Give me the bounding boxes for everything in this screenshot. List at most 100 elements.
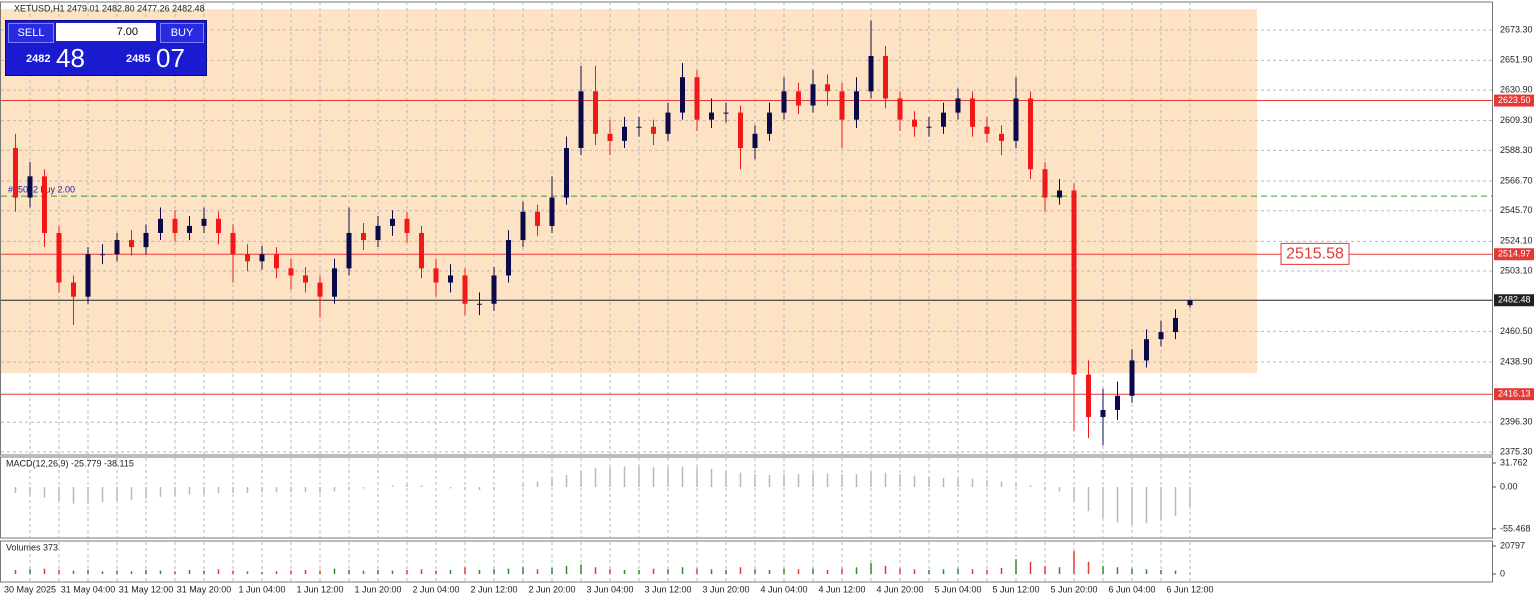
panel-frame — [0, 540, 1493, 583]
candle-body — [955, 98, 961, 113]
bar — [942, 477, 945, 487]
price-tag-label: 2482.48 — [1498, 295, 1531, 305]
bar — [478, 486, 481, 491]
bar — [304, 569, 307, 575]
bar — [174, 486, 176, 497]
x-tick-label: 4 Jun 12:00 — [818, 584, 865, 594]
candle-body — [723, 112, 729, 114]
candle-body — [85, 254, 91, 297]
bar — [87, 486, 89, 504]
candle-body — [593, 91, 598, 134]
bar — [551, 567, 553, 575]
bar — [493, 486, 495, 490]
bar — [275, 486, 278, 493]
y-tick-label: 2673.30 — [1500, 24, 1533, 34]
y-tick-label: 2396.30 — [1500, 417, 1533, 427]
candle-body — [752, 133, 758, 148]
candle-body — [941, 112, 946, 127]
bar — [1174, 486, 1177, 516]
bar — [1189, 486, 1191, 507]
candle-body — [433, 268, 439, 283]
candle-body — [27, 176, 33, 198]
bar — [797, 569, 800, 575]
candle-body — [274, 254, 279, 269]
candle-body — [114, 240, 120, 255]
bar — [768, 474, 771, 487]
bid-small: 48 — [56, 43, 85, 73]
bar — [232, 486, 234, 494]
candle-body — [1042, 169, 1048, 198]
candle-body — [912, 119, 917, 127]
candle-body — [332, 268, 337, 297]
bar — [188, 486, 191, 495]
x-tick-label: 31 May 20:00 — [177, 584, 232, 594]
x-tick-label: 1 Jun 04:00 — [238, 584, 285, 594]
bar — [58, 486, 60, 501]
bar — [377, 569, 379, 575]
candle-body — [506, 240, 511, 276]
bar — [101, 486, 104, 503]
bar — [986, 569, 988, 575]
bar — [130, 486, 133, 500]
candle-body — [781, 91, 787, 113]
candle-body — [1173, 317, 1178, 333]
candle-body — [71, 282, 76, 297]
bar — [1116, 567, 1119, 575]
bar — [725, 470, 727, 487]
bar — [609, 569, 611, 575]
bar — [884, 472, 887, 487]
candle-body — [477, 303, 482, 305]
candle-body — [607, 133, 613, 141]
candle-body — [694, 77, 700, 120]
bar — [696, 467, 698, 487]
bar — [406, 484, 408, 487]
bar — [449, 569, 452, 575]
price-tag-label: 2514.97 — [1498, 249, 1531, 259]
bar — [826, 473, 829, 487]
candle-body — [143, 232, 149, 248]
y-tick-label: 2651.90 — [1500, 55, 1533, 65]
x-tick-label: 5 Jun 04:00 — [934, 584, 981, 594]
candle-body — [839, 91, 845, 120]
bar — [667, 467, 669, 487]
bar — [261, 486, 263, 493]
bar — [536, 481, 539, 487]
y-tick-label: 20797 — [1500, 540, 1525, 550]
candle-body — [1028, 98, 1033, 170]
candle-body — [810, 84, 816, 106]
candle-body — [984, 126, 990, 134]
ask-small: 07 — [156, 43, 185, 73]
bar — [536, 569, 539, 575]
bar — [768, 569, 771, 575]
candle-body — [491, 275, 497, 304]
candle-body — [970, 98, 975, 127]
candle-body — [1129, 360, 1135, 396]
candle-body — [738, 112, 743, 148]
bar — [826, 569, 829, 575]
candle-body — [1144, 339, 1149, 361]
lots-input[interactable]: 7.00 — [56, 23, 156, 41]
bar — [855, 567, 858, 575]
candle-body — [796, 91, 801, 106]
x-tick-label: 5 Jun 20:00 — [1050, 584, 1097, 594]
bar — [391, 570, 394, 575]
bar — [710, 569, 713, 575]
bar — [29, 569, 31, 575]
bar — [667, 569, 669, 575]
candle-body — [158, 218, 163, 233]
bar — [217, 569, 220, 575]
lots: 7.00 — [116, 26, 138, 38]
y-tick-label: 2524.10 — [1500, 236, 1533, 246]
bar — [870, 472, 872, 487]
candle-body — [317, 282, 323, 297]
sell-button[interactable]: SELL — [8, 23, 54, 43]
bar — [580, 564, 582, 575]
candle-body — [13, 147, 18, 198]
bar — [290, 570, 292, 575]
buy-button[interactable]: BUY — [160, 23, 204, 43]
bar — [580, 470, 582, 487]
bar — [913, 569, 916, 575]
candle-body — [897, 98, 903, 120]
y-tick-label: 0.00 — [1500, 481, 1518, 491]
candle-body — [404, 218, 410, 233]
